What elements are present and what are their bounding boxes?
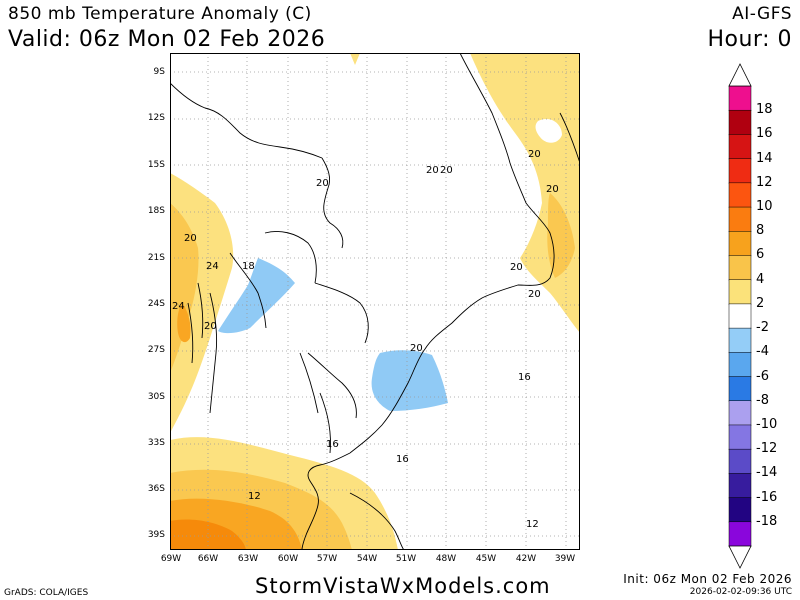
- colorbar-label: -2: [756, 320, 769, 336]
- colorbar-cell: [728, 303, 752, 329]
- colorbar-cell: [728, 182, 752, 208]
- contour-label: 20: [204, 321, 217, 332]
- colorbar-cell: [728, 424, 752, 450]
- lon-label: 42W: [515, 554, 537, 564]
- map-title: 850 mb Temperature Anomaly (C): [8, 4, 312, 24]
- colorbar-cell: [728, 206, 752, 233]
- lon-label: 63W: [237, 554, 259, 564]
- lat-label: 30S: [147, 392, 165, 402]
- colorbar-label: 16: [756, 126, 773, 142]
- lat-label: 33S: [147, 438, 165, 448]
- valid-time: Valid: 06z Mon 02 Feb 2026: [8, 27, 326, 52]
- model-name: AI-GFS: [732, 4, 792, 24]
- contour-label: 20: [184, 233, 197, 244]
- colorbar-label: -10: [756, 416, 778, 432]
- colorbar: [728, 63, 752, 569]
- contour-label: 24: [206, 261, 219, 272]
- colorbar-label: 4: [756, 271, 765, 287]
- lon-label: 39W: [554, 554, 576, 564]
- lat-label: 12S: [147, 113, 165, 123]
- warm-anomaly-south-8: [170, 519, 246, 550]
- colorbar-cell: [728, 521, 752, 547]
- lon-label: 48W: [435, 554, 457, 564]
- colorbar-label: -14: [756, 465, 778, 481]
- contour-label: 20: [316, 178, 329, 189]
- colorbar-label: -18: [756, 513, 778, 529]
- map-frame: [170, 53, 580, 550]
- warm-anomaly-ne-hole: [535, 118, 562, 143]
- anomaly-map: 20 20 20 20 20 20 20 24 24 20 18 20 16 1…: [170, 53, 580, 550]
- coastlines: [170, 53, 580, 550]
- colorbar-cell: [728, 85, 752, 111]
- contour-label: 20: [528, 289, 541, 300]
- colorbar-cell: [728, 109, 752, 136]
- colorbar-cell: [728, 255, 752, 281]
- contour-label: 20: [546, 184, 559, 195]
- colorbar-cell: [728, 231, 752, 257]
- contour-label: 16: [326, 439, 339, 450]
- cold-anomaly-atlantic: [371, 350, 448, 411]
- contour-label: 24: [172, 301, 185, 312]
- contour-label: 20: [426, 165, 439, 176]
- colorbar-cell: [728, 448, 752, 475]
- cold-anomaly-paraguay: [218, 258, 295, 334]
- warm-anomaly-north-tiny: [350, 53, 360, 65]
- colorbar-label: 10: [756, 199, 773, 215]
- lat-label: 24S: [147, 299, 165, 309]
- colorbar-label: 6: [756, 247, 765, 263]
- colorbar-label: -12: [756, 441, 778, 457]
- generated-timestamp: 2026-02-02-09:36 UTC: [689, 587, 792, 597]
- lat-label: 21S: [147, 253, 165, 263]
- colorbar-label: -16: [756, 489, 778, 505]
- lat-label: 39S: [147, 530, 165, 540]
- lat-label: 18S: [147, 206, 165, 216]
- colorbar-label: 18: [756, 102, 773, 118]
- warm-anomaly-west-6: [177, 303, 191, 343]
- colorbar-cell: [728, 376, 752, 402]
- contour-label: 12: [248, 491, 261, 502]
- colorbar-cell: [728, 473, 752, 499]
- contour-label: 12: [526, 519, 539, 530]
- colorbar-cell: [728, 158, 752, 184]
- colorbar-label: -8: [756, 392, 769, 408]
- grads-credit: GrADS: COLA/IGES: [4, 588, 89, 598]
- lat-label: 9S: [153, 67, 165, 77]
- colorbar-cell: [728, 352, 752, 378]
- colorbar-cell: [728, 279, 752, 305]
- contour-label: 18: [242, 261, 255, 272]
- lat-label: 15S: [147, 160, 165, 170]
- site-name[interactable]: StormVistaWxModels.com: [255, 574, 551, 598]
- contour-label: 20: [510, 262, 523, 273]
- lon-label: 57W: [316, 554, 338, 564]
- lon-label: 69W: [160, 554, 182, 564]
- colorbar-bottom-arrow: [728, 545, 752, 569]
- contour-label: 20: [440, 165, 453, 176]
- contour-label: 16: [396, 454, 409, 465]
- lon-label: 66W: [197, 554, 219, 564]
- colorbar-label: 2: [756, 295, 765, 311]
- lon-label: 51W: [395, 554, 417, 564]
- lon-label: 45W: [475, 554, 497, 564]
- forecast-hour: Hour: 0: [707, 27, 792, 52]
- colorbar-cell: [728, 497, 752, 523]
- contour-label: 20: [410, 343, 423, 354]
- lat-label: 27S: [147, 345, 165, 355]
- lat-label: 36S: [147, 484, 165, 494]
- colorbar-cell: [728, 327, 752, 354]
- graticule: [170, 53, 580, 550]
- lon-label: 54W: [356, 554, 378, 564]
- colorbar-cell: [728, 134, 752, 160]
- lon-label: 60W: [277, 554, 299, 564]
- colorbar-label: 8: [756, 223, 765, 239]
- colorbar-label: 14: [756, 150, 773, 166]
- colorbar-cell: [728, 400, 752, 426]
- init-time: Init: 06z Mon 02 Feb 2026: [623, 572, 792, 586]
- colorbar-top-arrow: [728, 63, 752, 87]
- contour-label: 20: [528, 149, 541, 160]
- colorbar-label: -6: [756, 368, 769, 384]
- warm-anomaly-west-4: [170, 203, 199, 373]
- colorbar-label: 12: [756, 174, 773, 190]
- contour-label: 16: [518, 372, 531, 383]
- colorbar-label: -4: [756, 344, 769, 360]
